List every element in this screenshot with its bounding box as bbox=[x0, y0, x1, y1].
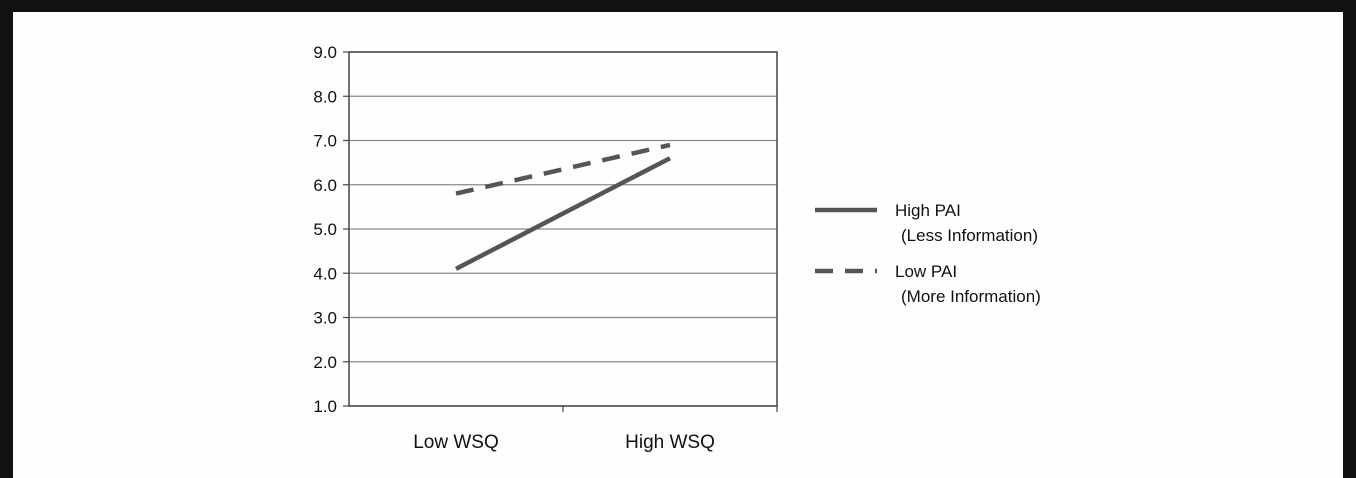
y-tick-label: 8.0 bbox=[313, 87, 337, 106]
series-line-high-pai bbox=[454, 156, 672, 271]
legend-label: High PAI bbox=[895, 201, 961, 220]
y-tick-label: 7.0 bbox=[313, 132, 337, 151]
legend-sublabel: (More Information) bbox=[901, 287, 1041, 306]
legend-label: Low PAI bbox=[895, 262, 957, 281]
y-tick-label: 2.0 bbox=[313, 353, 337, 372]
legend-sublabel: (Less Information) bbox=[901, 226, 1038, 245]
x-category-label: High WSQ bbox=[625, 432, 715, 453]
series-line-low-pai bbox=[455, 142, 671, 196]
x-category-label: Low WSQ bbox=[413, 432, 499, 453]
y-tick-label: 4.0 bbox=[313, 264, 337, 283]
y-tick-label: 5.0 bbox=[313, 220, 337, 239]
y-tick-label: 6.0 bbox=[313, 176, 337, 195]
y-tick-label: 3.0 bbox=[313, 309, 337, 328]
y-tick-label: 9.0 bbox=[313, 43, 337, 62]
y-tick-label: 1.0 bbox=[313, 397, 337, 416]
